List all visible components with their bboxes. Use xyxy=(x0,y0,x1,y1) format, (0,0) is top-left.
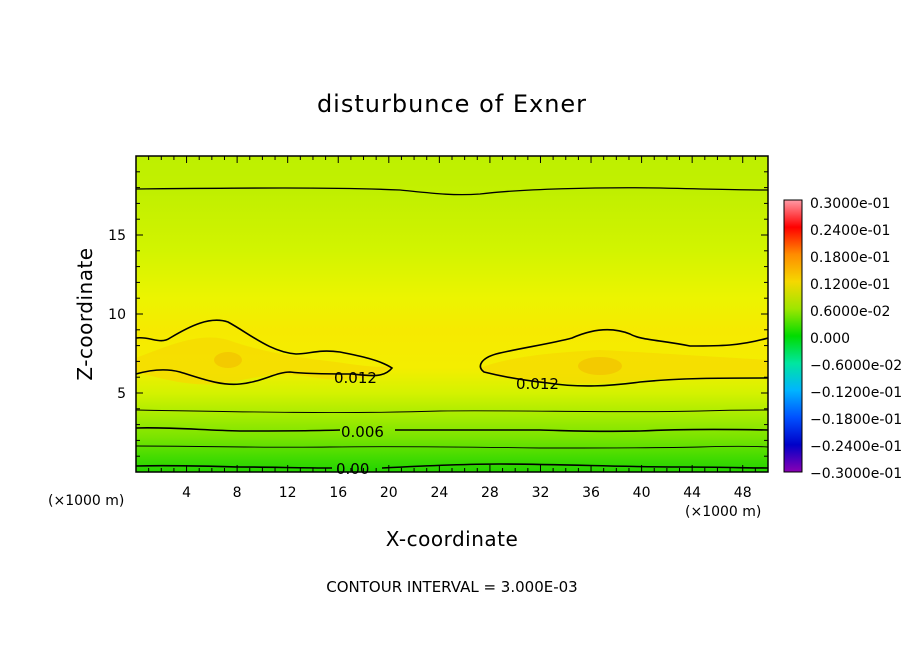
colorbar-label: 0.1200e-01 xyxy=(810,277,890,293)
colorbar-label: −0.6000e-02 xyxy=(810,358,902,374)
contour-label-0.006: 0.006 xyxy=(341,423,384,441)
colorbar xyxy=(783,199,803,473)
x-tick-label: 32 xyxy=(532,485,550,501)
x-axis-label: X-coordinate xyxy=(386,527,519,551)
plot-field xyxy=(136,156,768,472)
colorbar-label: 0.1800e-01 xyxy=(810,250,890,266)
x-tick-label: 48 xyxy=(734,485,752,501)
colorbar-label: −0.1800e-01 xyxy=(810,412,902,428)
y-tick-label: 5 xyxy=(117,386,126,402)
x-unit-right: (×1000 m) xyxy=(685,504,761,520)
field-background xyxy=(136,156,768,472)
field-core-left xyxy=(214,352,242,368)
y-tick-label: 15 xyxy=(108,228,126,244)
contour-label-0.012-right: 0.012 xyxy=(516,375,559,393)
contour-line-mid-thin xyxy=(136,409,768,413)
contour-label-0.00: 0.00 xyxy=(336,460,369,478)
colorbar-label: 0.3000e-01 xyxy=(810,196,890,212)
x-tick-label: 4 xyxy=(182,485,191,501)
contour-line-low-thin xyxy=(136,445,768,449)
field-upper-band xyxy=(136,156,768,194)
x-tick-label: 44 xyxy=(683,485,701,501)
colorbar-label: 0.2400e-01 xyxy=(810,223,890,239)
contour-line-0.006 xyxy=(136,427,768,433)
x-axis: 4 8 12 16 20 24 28 32 36 40 44 48 xyxy=(148,156,756,501)
y-tick-label: 10 xyxy=(108,307,126,323)
x-tick-label: 16 xyxy=(329,485,347,501)
x-tick-label: 40 xyxy=(633,485,651,501)
x-tick-label: 12 xyxy=(279,485,297,501)
contour-line-0.012-right xyxy=(479,328,768,387)
field-max-region-left xyxy=(136,337,392,385)
colorbar-ticks: 0.3000e-01 0.2400e-01 0.1800e-01 0.1200e-01… xyxy=(810,196,902,482)
colorbar-label: −0.2400e-01 xyxy=(810,439,902,455)
x-tick-label: 36 xyxy=(582,485,600,501)
colorbar-label: −0.3000e-01 xyxy=(810,466,902,482)
x-unit-left: (×1000 m) xyxy=(48,493,124,509)
chart-title: disturbunce of Exner xyxy=(317,90,587,118)
contour-line-0.012-left xyxy=(136,319,394,386)
x-tick-label: 28 xyxy=(481,485,499,501)
y-axis-label: Z-coordinate xyxy=(73,247,97,380)
x-tick-label: 20 xyxy=(380,485,398,501)
colorbar-label: 0.000 xyxy=(810,331,850,347)
field-core-right xyxy=(578,357,622,375)
contour-line-upper xyxy=(136,187,768,196)
y-axis: 5 10 15 xyxy=(108,171,768,457)
x-tick-label: 8 xyxy=(233,485,242,501)
contour-interval-note: CONTOUR INTERVAL = 3.000E-03 xyxy=(326,578,577,596)
colorbar-label: −0.1200e-01 xyxy=(810,385,902,401)
colorbar-label: 0.6000e-02 xyxy=(810,304,890,320)
field-max-region-right xyxy=(480,350,768,384)
contour-line-0.00 xyxy=(136,463,768,469)
contour-label-0.012-left: 0.012 xyxy=(334,369,377,387)
x-tick-label: 24 xyxy=(430,485,448,501)
